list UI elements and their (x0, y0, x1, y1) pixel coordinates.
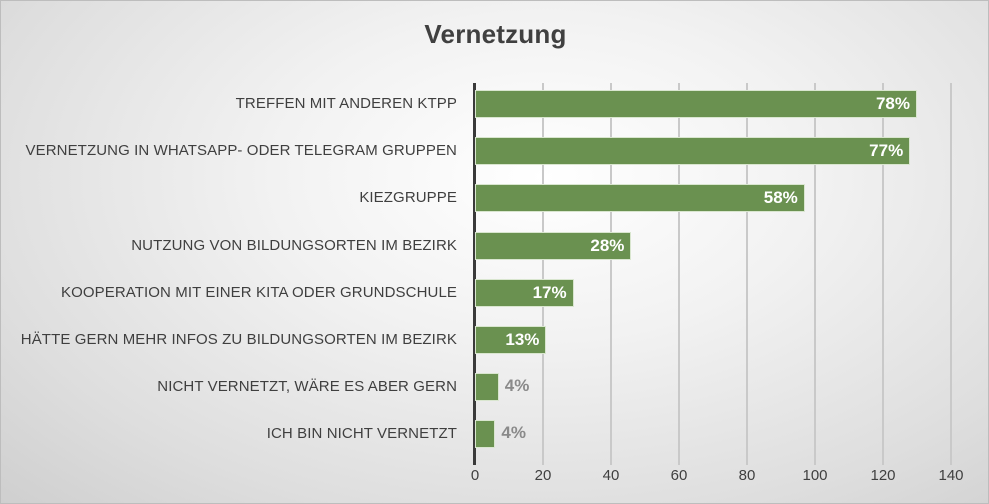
bar-value-label: 17% (532, 282, 567, 302)
gridline (950, 83, 952, 465)
category-label: KOOPERATION MIT EINER KITA ODER GRUNDSCH… (60, 283, 457, 301)
gridline (542, 83, 544, 465)
x-tick-label: 80 (738, 467, 756, 484)
category-label: NICHT VERNETZT, WÄRE ES ABER GERN (157, 378, 457, 396)
x-tick-label: 20 (534, 467, 552, 484)
y-axis-line (473, 83, 476, 465)
chart-title: Vernetzung (424, 19, 567, 49)
x-tick-label: 40 (602, 467, 620, 484)
bar-value-label: 28% (590, 235, 625, 255)
category-label: VERNETZUNG IN WHATSAPP- ODER TELEGRAM GR… (25, 142, 457, 160)
x-tick-label: 60 (670, 467, 688, 484)
plot-area: 78% 77% 58% 28% 17% 13% 4% 4% (473, 83, 952, 465)
x-tick-label: 100 (802, 467, 828, 484)
bar: 28% (475, 231, 632, 260)
x-tick-label: 120 (870, 467, 896, 484)
bar: 77% (475, 137, 911, 166)
category-label: ICH BIN NICHT VERNETZT (266, 425, 457, 443)
gridline (678, 83, 680, 465)
gridline (814, 83, 816, 465)
bar: 17% (475, 278, 574, 307)
x-tick-label: 0 (470, 467, 480, 484)
bar: 78% (475, 90, 917, 118)
bar (475, 373, 499, 402)
bar-value-label: 13% (505, 330, 540, 349)
category-label: KIEZGRUPPE (359, 189, 457, 207)
x-tick-label: 140 (938, 467, 964, 484)
gridline (882, 83, 884, 465)
category-label: HÄTTE GERN MEHR INFOS ZU BILDUNGSORTEN I… (20, 331, 457, 348)
bar: 13% (475, 326, 547, 354)
bar: 58% (475, 184, 805, 213)
category-label: TREFFEN MIT ANDEREN KTPP (235, 95, 457, 112)
bar-value-label: 4% (504, 376, 530, 396)
bar-value-label: 78% (875, 94, 910, 113)
gridline (610, 83, 612, 465)
bar-value-label: 4% (501, 423, 526, 443)
bar-value-label: 77% (869, 141, 904, 161)
category-label: NUTZUNG VON BILDUNGSORTEN IM BEZIRK (131, 236, 457, 254)
bar-value-label: 58% (763, 188, 798, 208)
bar (475, 420, 496, 449)
gridline (746, 83, 748, 465)
